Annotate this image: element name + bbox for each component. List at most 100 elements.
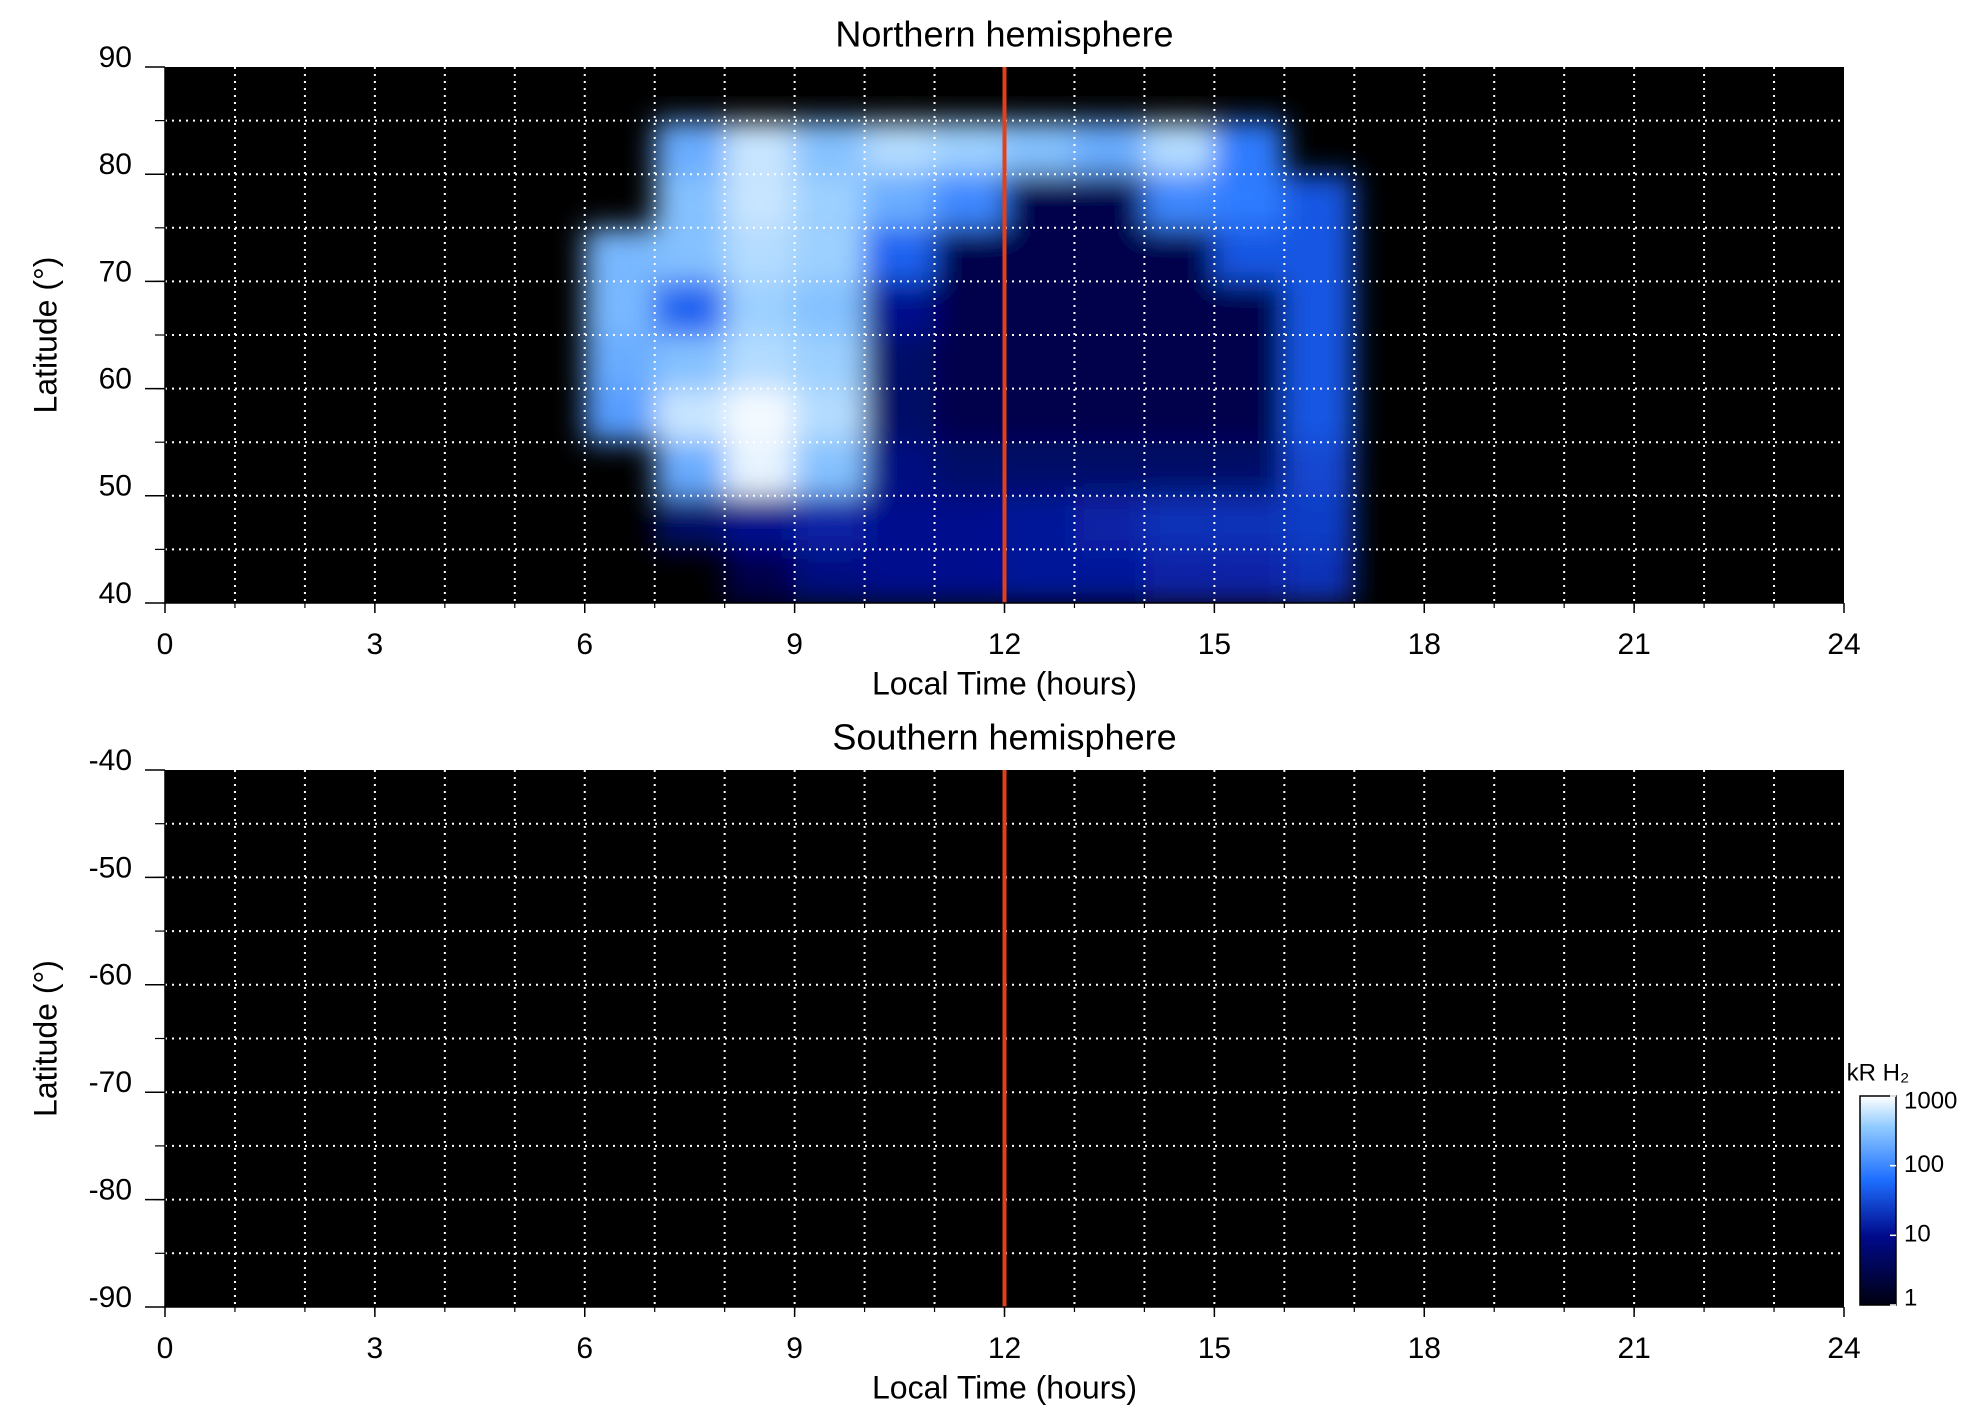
heatmap-cell — [584, 388, 655, 443]
heatmap-cell — [1004, 281, 1075, 335]
x-tick-label: 18 — [1408, 1332, 1441, 1365]
heatmap-cell — [1214, 388, 1285, 443]
y-tick-label: -40 — [89, 744, 132, 777]
heatmap-cell — [724, 442, 795, 496]
heatmap-cell — [724, 174, 795, 228]
heatmap-cell — [1284, 335, 1355, 389]
heatmap-cell — [934, 335, 1005, 389]
heatmap-cell — [584, 281, 655, 335]
heatmap-cell — [1214, 174, 1285, 228]
heatmap-cell — [584, 227, 655, 282]
heatmap-cell — [794, 549, 865, 603]
heatmap-cell — [1074, 227, 1145, 282]
heatmap-cell — [1004, 388, 1075, 443]
x-tick-label: 15 — [1198, 1332, 1231, 1365]
heatmap-cell — [1284, 388, 1355, 443]
heatmap-cell — [794, 442, 865, 496]
heatmap-cell — [1214, 281, 1285, 335]
y-tick-label: 40 — [99, 577, 132, 610]
x-tick-label: 0 — [157, 1332, 174, 1365]
heatmap-cell — [724, 281, 795, 335]
heatmap-cell — [1004, 549, 1075, 603]
heatmap-cell — [654, 442, 725, 496]
heatmap-cell — [1074, 388, 1145, 443]
x-axis-title: Local Time (hours) — [872, 665, 1137, 701]
x-tick-label: 24 — [1827, 628, 1860, 661]
heatmap-cell — [794, 281, 865, 335]
heatmap-cell — [794, 388, 865, 443]
heatmap-cell — [864, 495, 935, 550]
frame-mask-right — [1844, 67, 1856, 603]
heatmap-cell — [1144, 120, 1215, 175]
colorbar-label: kR H₂ — [1847, 1059, 1910, 1086]
colorbar — [1859, 1095, 1897, 1306]
x-tick-label: 3 — [367, 628, 384, 661]
heatmap-cell — [1214, 442, 1285, 496]
y-tick-label: -80 — [89, 1174, 132, 1207]
heatmap-cell — [1144, 495, 1215, 550]
heatmap-cell — [1284, 281, 1355, 335]
x-tick-label: 9 — [786, 1332, 803, 1365]
heatmap-cell — [1214, 227, 1285, 282]
heatmap-cell — [934, 174, 1005, 228]
frame-mask-top — [125, 27, 1884, 67]
x-axis-title: Local Time (hours) — [872, 1369, 1137, 1405]
heatmap-cell — [654, 281, 725, 335]
heatmap-cell — [654, 335, 725, 389]
heatmap-cell — [1004, 120, 1075, 175]
heatmap-cell — [724, 388, 795, 443]
x-tick-label: 6 — [576, 628, 593, 661]
heatmap-cell — [1144, 281, 1215, 335]
heatmap-cell — [934, 388, 1005, 443]
heatmap-cell — [1214, 335, 1285, 389]
heatmap-cell — [934, 442, 1005, 496]
heatmap-cell — [1144, 335, 1215, 389]
heatmap-cell — [1284, 549, 1355, 603]
heatmap-cell — [1074, 120, 1145, 175]
y-tick-label: 70 — [99, 255, 132, 288]
heatmap-cell — [794, 227, 865, 282]
heatmap-cell — [1004, 495, 1075, 550]
heatmap-cell — [724, 549, 795, 603]
heatmap-cell — [654, 495, 725, 550]
heatmap-cell — [724, 120, 795, 175]
heatmap-cell — [1284, 495, 1355, 550]
panel-title: Southern hemisphere — [832, 717, 1176, 758]
panel: 0 3 6 9 12 15 18 21 24 -90 -80 -70 -60 -50 -40 Southern… — [27, 717, 1957, 1406]
heatmap-cell — [864, 281, 935, 335]
heatmap-cell — [1214, 495, 1285, 550]
heatmap-cell — [654, 388, 725, 443]
heatmap-cell — [864, 388, 935, 443]
frame-mask-top — [125, 730, 1884, 770]
heatmap-cell — [1004, 442, 1075, 496]
x-tick-label: 12 — [988, 628, 1021, 661]
heatmap-cell — [1284, 227, 1355, 282]
y-tick-label: -90 — [89, 1281, 132, 1314]
frame-mask-right — [1844, 770, 1856, 1307]
heatmap-cell — [864, 549, 935, 603]
x-tick-label: 21 — [1617, 1332, 1650, 1365]
heatmap-cell — [1074, 442, 1145, 496]
heatmap-cell — [794, 335, 865, 389]
y-axis-title: Latitude (°) — [27, 960, 63, 1117]
heatmap-cell — [934, 227, 1005, 282]
heatmap-cell — [1284, 442, 1355, 496]
heatmap-cell — [1144, 174, 1215, 228]
x-tick-label: 21 — [1617, 628, 1650, 661]
heatmap-cell — [1284, 174, 1355, 228]
heatmap-cell — [1004, 227, 1075, 282]
x-tick-label: 0 — [157, 628, 174, 661]
heatmap-cell — [1074, 549, 1145, 603]
colorbar-tick-label: 1 — [1904, 1284, 1917, 1311]
y-tick-label: 80 — [99, 148, 132, 181]
heatmap-cell — [1144, 549, 1215, 603]
heatmap-cell — [864, 120, 935, 175]
heatmap-cell — [654, 227, 725, 282]
colorbar-tick-label: 1000 — [1904, 1087, 1957, 1114]
y-tick-label: -70 — [89, 1066, 132, 1099]
heatmap-cell — [794, 495, 865, 550]
heatmap-cell — [1144, 442, 1215, 496]
heatmap-cell — [1074, 335, 1145, 389]
y-axis-title: Latitude (°) — [27, 257, 63, 414]
heatmap-cell — [724, 227, 795, 282]
